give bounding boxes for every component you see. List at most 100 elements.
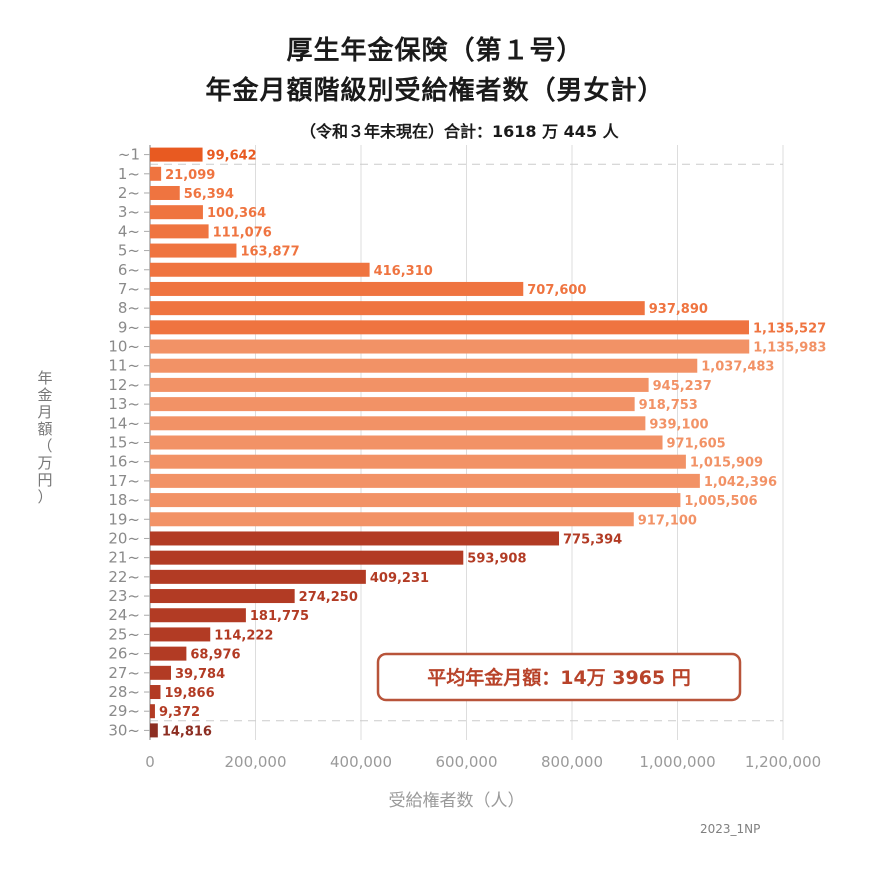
data-label: 100,364 [207,206,266,221]
data-label: 937,890 [649,302,708,317]
y-tick-label: 29~ [108,702,140,720]
y-axis-label: 年金月額（万円） [37,369,53,506]
bar [150,685,161,700]
y-tick-label: ~1 [118,146,140,164]
x-tick-label: 600,000 [435,753,497,771]
bar [150,704,155,719]
data-label: 945,237 [653,379,712,394]
data-label: 68,976 [190,648,240,663]
bar [150,435,663,450]
bar [150,377,649,392]
y-tick-label: 8~ [118,299,140,317]
bar [150,589,295,604]
y-tick-label: 5~ [118,242,140,260]
data-label: 181,775 [250,609,309,624]
y-tick-label: 6~ [118,261,140,279]
x-tick-label: 400,000 [330,753,392,771]
data-label: 111,076 [213,225,272,240]
bar [150,454,686,469]
data-label: 1,037,483 [701,360,774,375]
data-label: 971,605 [667,437,726,452]
y-tick-label: 7~ [118,280,140,298]
bar [150,243,237,258]
bar [150,147,203,162]
y-tick-label: 24~ [108,606,140,624]
chart-title-line1: 厚生年金保険（第１号） [286,36,584,66]
y-tick-label: 18~ [108,491,140,509]
bar [150,473,700,488]
bar [150,301,645,316]
y-tick-label: 12~ [108,376,140,394]
bar [150,550,464,565]
y-tick-label: 1~ [118,165,140,183]
data-label: 593,908 [467,552,526,567]
data-label: 416,310 [374,264,433,279]
data-label: 707,600 [527,283,586,298]
bar [150,320,749,335]
x-tick-label: 1,000,000 [639,753,715,771]
bar [150,185,180,200]
data-label: 1,005,506 [684,494,757,509]
data-label: 39,784 [175,667,225,682]
bar [150,358,698,373]
y-tick-label: 2~ [118,184,140,202]
y-tick-label: 11~ [108,357,140,375]
y-tick-label: 25~ [108,625,140,643]
data-label: 1,042,396 [704,475,777,490]
bar [150,723,158,738]
bar [150,281,524,296]
bar [150,493,681,508]
y-tick-label: 9~ [118,318,140,336]
x-tick-label: 800,000 [541,753,603,771]
data-label: 114,222 [214,628,273,643]
bar [150,224,209,239]
y-tick-label: 13~ [108,395,140,413]
y-tick-label: 28~ [108,683,140,701]
data-label: 9,372 [159,705,200,720]
y-tick-label: 26~ [108,645,140,663]
y-tick-label: 20~ [108,529,140,547]
bar [150,205,203,220]
data-label: 56,394 [184,187,234,202]
y-tick-label: 17~ [108,472,140,490]
y-tick-label: 22~ [108,568,140,586]
average-callout-box [376,652,742,702]
bar [150,646,187,661]
average-callout-text: 平均年金月額：14万 3965 円 [427,666,691,689]
y-tick-label: 3~ [118,203,140,221]
data-label: 918,753 [639,398,698,413]
bar [150,627,211,642]
y-tick-label: 27~ [108,664,140,682]
data-label: 1,135,527 [753,321,826,336]
data-label: 775,394 [563,532,622,547]
x-tick-label: 0 [145,753,155,771]
bar [150,166,162,181]
data-label: 917,100 [638,513,697,528]
data-label: 19,866 [164,686,214,701]
bar [150,608,246,623]
bar [150,262,370,277]
bar [150,397,635,412]
y-tick-label: 21~ [108,549,140,567]
y-tick-label: 14~ [108,414,140,432]
data-label: 1,015,909 [690,456,763,471]
chart-title-line2: 年金月額階級別受給権者数（男女計） [205,76,665,106]
x-tick-label: 200,000 [224,753,286,771]
data-label: 1,135,983 [753,341,826,356]
bar [150,531,560,546]
data-label: 274,250 [299,590,358,605]
bar [150,416,646,431]
bar [150,665,171,680]
data-label: 99,642 [207,149,257,164]
bar [150,569,366,584]
y-tick-label: 23~ [108,587,140,605]
data-label: 21,099 [165,168,215,183]
chart-subtitle: （令和３年末現在）合計：1618 万 445 人 [300,122,619,141]
data-label: 163,877 [240,245,299,260]
y-tick-label: 4~ [118,222,140,240]
data-label: 14,816 [162,724,212,739]
credit-text: 2023_1NP [700,822,761,836]
data-label: 409,231 [370,571,429,586]
bar [150,512,634,527]
